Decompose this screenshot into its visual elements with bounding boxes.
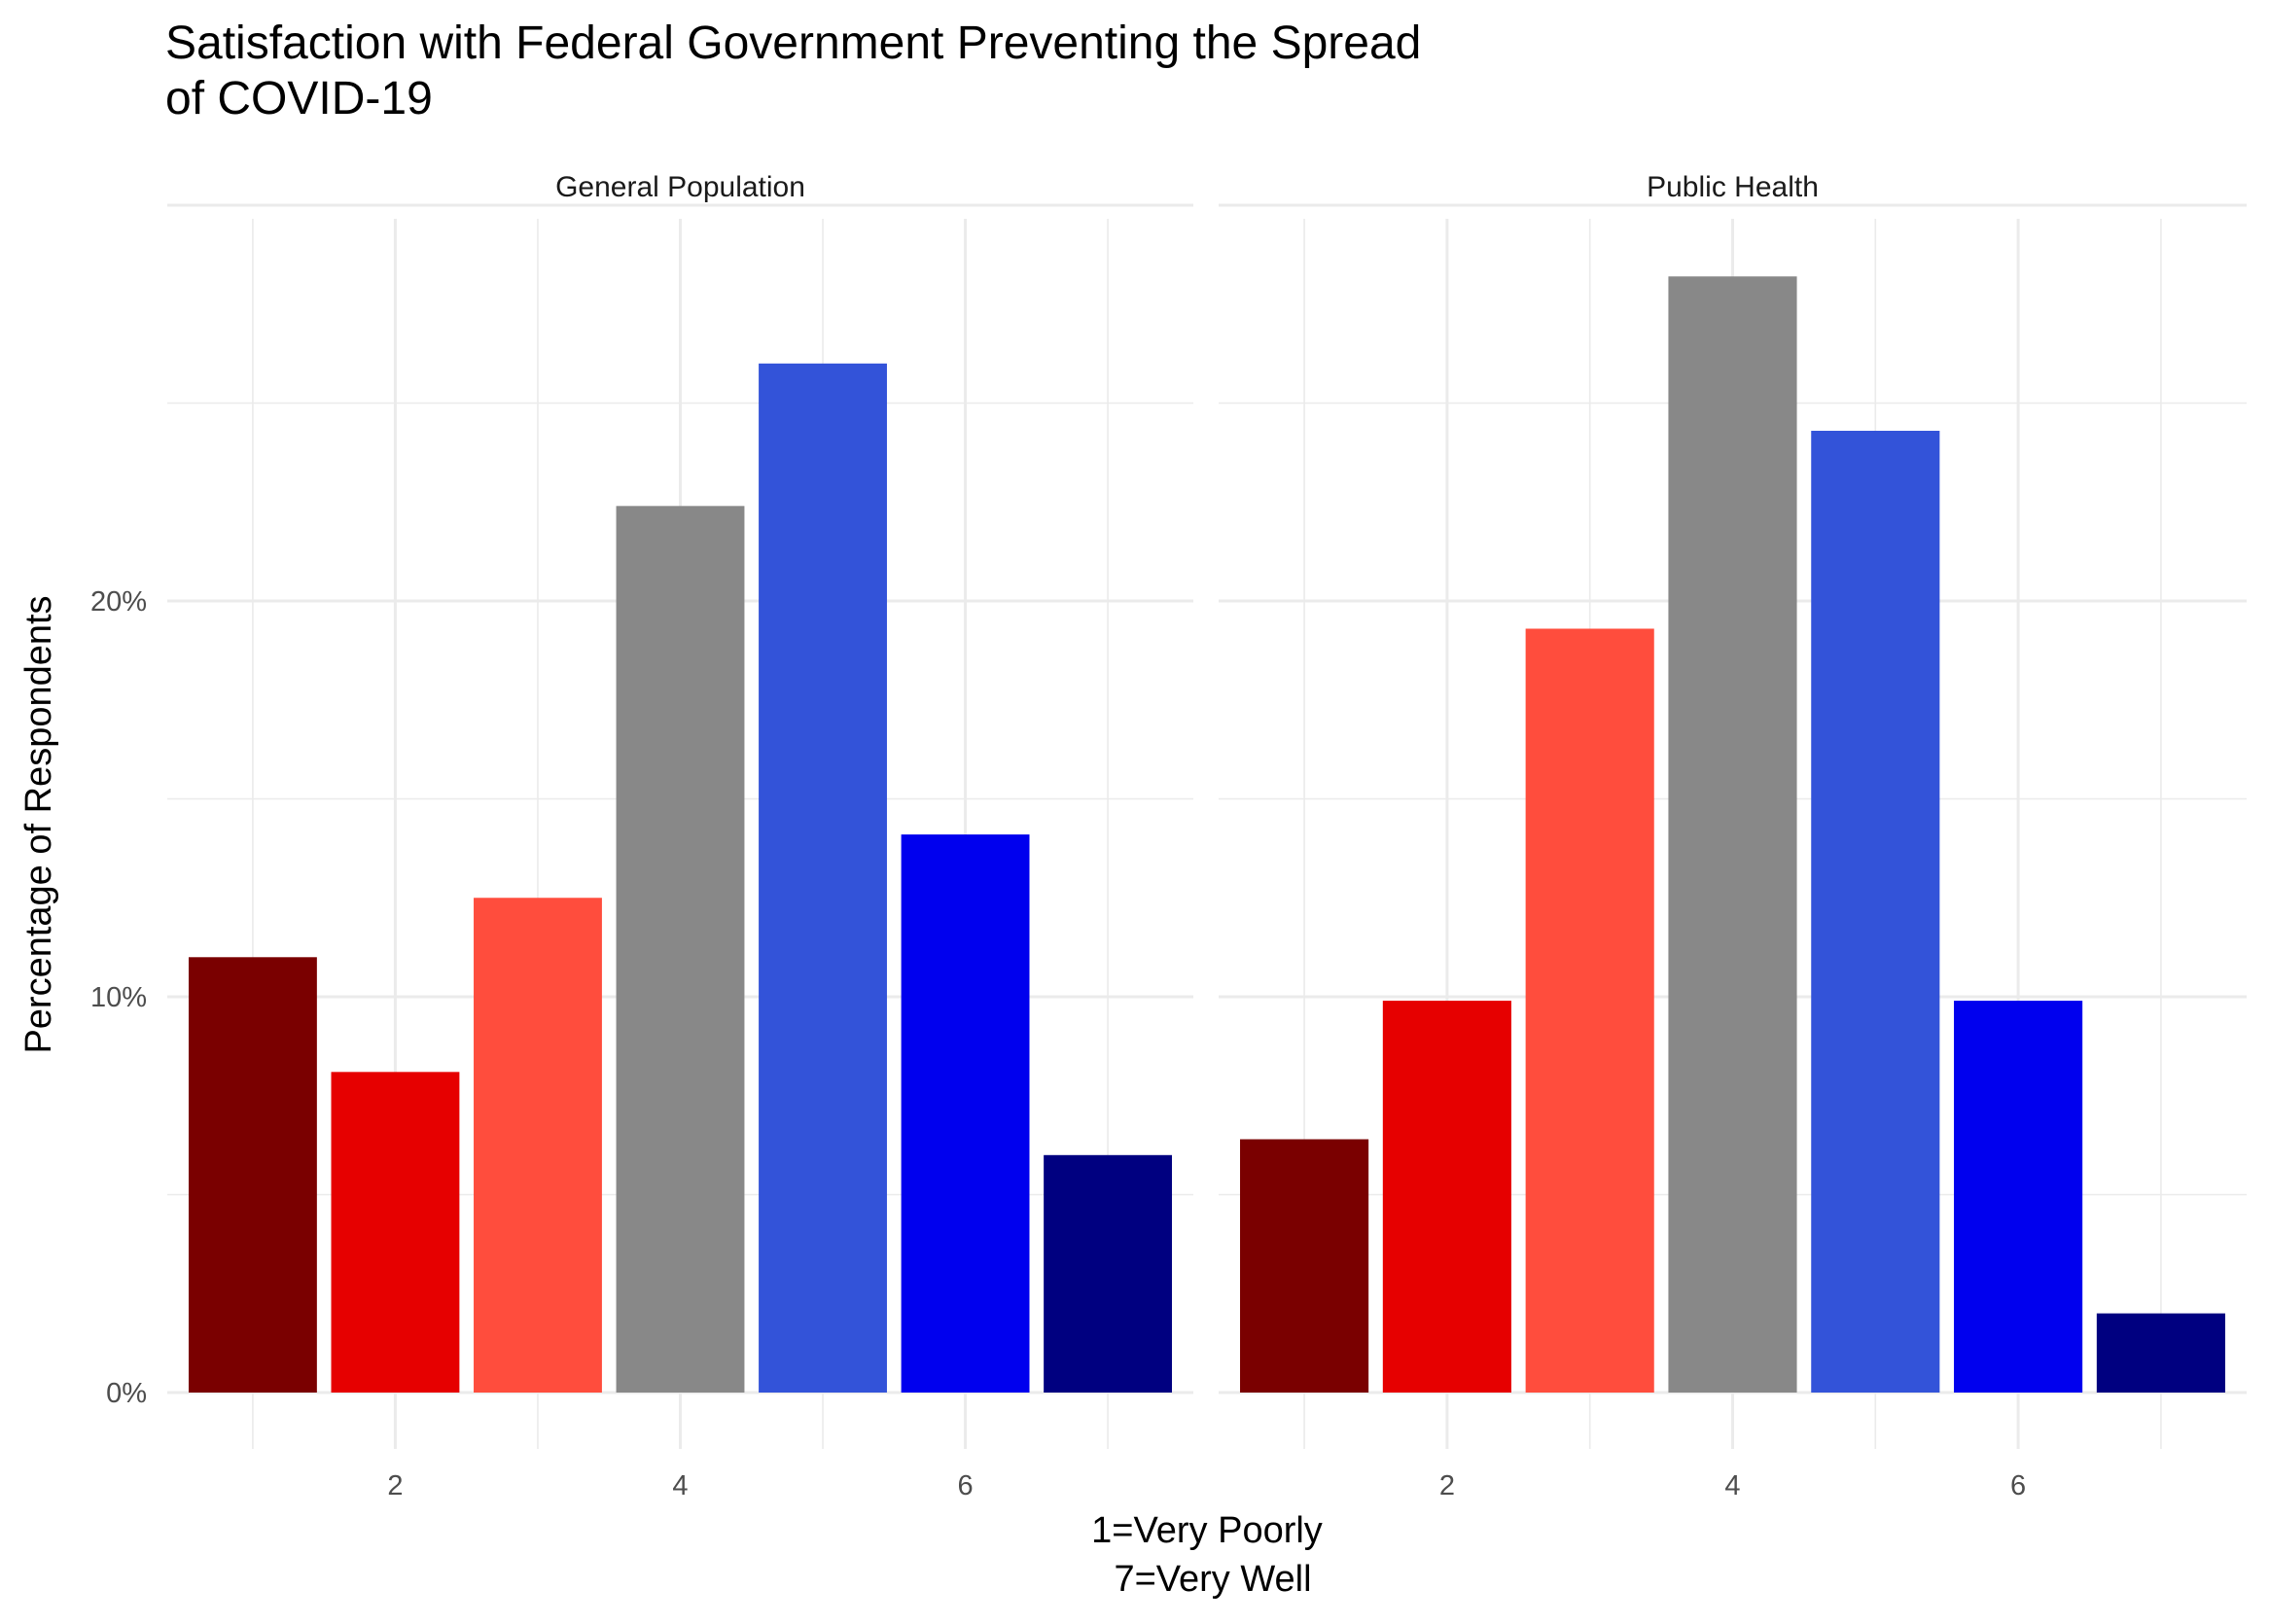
bar-4 — [1668, 276, 1796, 1393]
bar-7 — [2097, 1314, 2225, 1393]
x-tick-label: 6 — [2010, 1470, 2026, 1501]
chart-title: Satisfaction with Federal Government Pre… — [165, 18, 1421, 124]
facet-panels: General Population 2 4 6 Public Health 2 4 6 — [167, 171, 2247, 1501]
y-tick-label: 10% — [90, 982, 147, 1013]
x-axis-title-line-2: 7=Very Well — [1114, 1559, 1311, 1600]
x-tick-label: 2 — [1439, 1470, 1455, 1501]
bar-6 — [1954, 1001, 2082, 1393]
y-axis-title: Percentage of Respondents — [18, 595, 59, 1053]
chart-title-line-1: Satisfaction with Federal Government Pre… — [165, 18, 1421, 69]
y-tick-label: 20% — [90, 586, 147, 618]
x-tick-label: 4 — [1724, 1470, 1740, 1501]
bar-7 — [1044, 1155, 1172, 1393]
panel-2-bars — [1240, 276, 2225, 1393]
panel-1-bars — [189, 364, 1172, 1393]
bar-3 — [474, 898, 602, 1393]
x-axis-title: 1=Very Poorly 7=Very Well — [1091, 1510, 1323, 1600]
bar-2 — [332, 1072, 460, 1393]
panel-2: Public Health 2 4 6 — [1219, 171, 2247, 1501]
x-tick-label: 4 — [672, 1470, 688, 1501]
bar-1 — [189, 957, 317, 1393]
x-tick-label: 2 — [387, 1470, 403, 1501]
bar-1 — [1240, 1140, 1368, 1393]
bar-5 — [759, 364, 887, 1393]
bar-3 — [1526, 628, 1654, 1393]
facet-strip-label: General Population — [555, 171, 805, 203]
y-axis: 0% 10% 20% — [90, 586, 147, 1409]
bar-4 — [617, 506, 745, 1393]
x-axis-title-line-1: 1=Very Poorly — [1091, 1510, 1323, 1551]
bar-2 — [1383, 1001, 1511, 1393]
y-tick-label: 0% — [106, 1378, 147, 1409]
panel-1: General Population 2 4 6 — [167, 171, 1193, 1501]
chart-title-line-2: of COVID-19 — [165, 73, 433, 124]
bar-6 — [902, 834, 1030, 1393]
bar-5 — [1811, 431, 1939, 1393]
facet-strip-label: Public Health — [1647, 171, 1819, 203]
x-tick-label: 6 — [957, 1470, 973, 1501]
